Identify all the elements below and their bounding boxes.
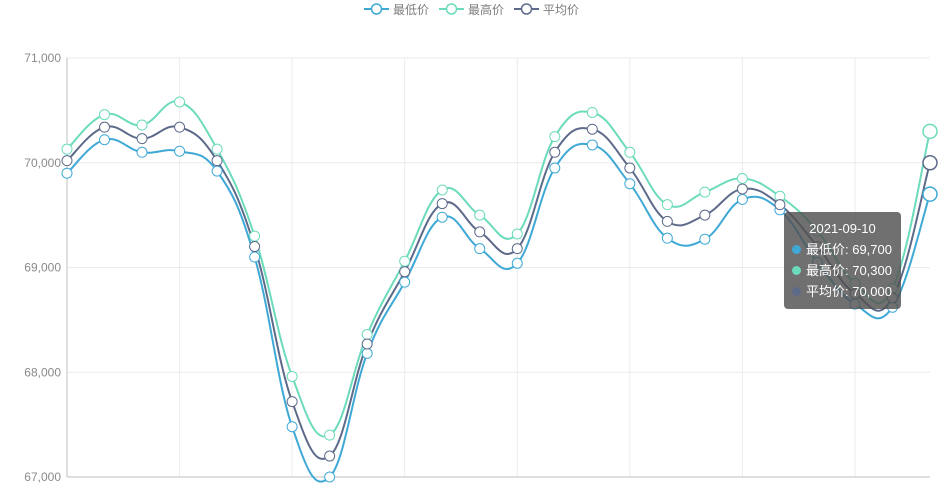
series-0-point-15 bbox=[624, 178, 636, 190]
series-0-point-9 bbox=[399, 276, 411, 288]
y-tick-label-3: 70,000 bbox=[24, 156, 61, 170]
series-1-point-1 bbox=[99, 109, 111, 121]
series-1-point-11 bbox=[474, 209, 486, 221]
series-1-point-13 bbox=[549, 131, 561, 143]
y-tick-label-2: 69,000 bbox=[24, 261, 61, 275]
series-1-point-14 bbox=[586, 106, 598, 118]
chart-tooltip: 2021-09-10 最低价: 69,700 最高价: 70,300 平均价: … bbox=[784, 212, 901, 309]
tooltip-label-avg: 平均价: 70,000 bbox=[806, 284, 892, 299]
series-1-point-16 bbox=[661, 199, 673, 211]
series-0-point-4 bbox=[211, 165, 223, 177]
series-1-point-6 bbox=[286, 370, 298, 382]
legend-item-0[interactable]: 最低价 bbox=[363, 1, 429, 18]
y-tick-label-1: 68,000 bbox=[24, 365, 61, 379]
tooltip-row-low: 最低价: 69,700 bbox=[792, 239, 893, 260]
series-0-point-6 bbox=[286, 421, 298, 433]
series-1-point-5 bbox=[249, 230, 261, 242]
series-1-point-7 bbox=[324, 429, 336, 441]
series-2-point-10 bbox=[436, 198, 448, 210]
series-1-point-23 bbox=[922, 123, 938, 140]
series-2-point-15 bbox=[624, 162, 636, 174]
legend-label-0: 最低价 bbox=[392, 2, 429, 17]
series-line-0 bbox=[66, 137, 931, 483]
tooltip-row-avg: 平均价: 70,000 bbox=[792, 281, 893, 302]
series-0-point-16 bbox=[661, 232, 673, 244]
series-2-point-0 bbox=[61, 155, 73, 167]
series-0-point-3 bbox=[174, 145, 186, 157]
y-tick-label-4: 71,000 bbox=[24, 51, 61, 65]
tooltip-label-high: 最高价: 70,300 bbox=[806, 263, 892, 278]
series-2-point-11 bbox=[474, 226, 486, 238]
legend-line-circle-icon bbox=[514, 3, 539, 15]
series-2-point-1 bbox=[99, 121, 111, 133]
legend-item-1[interactable]: 最高价 bbox=[438, 1, 504, 18]
legend-item-2[interactable]: 平均价 bbox=[514, 1, 579, 18]
series-2-point-6 bbox=[286, 396, 298, 408]
series-0-point-12 bbox=[511, 257, 523, 269]
series-2-point-16 bbox=[661, 215, 673, 227]
series-2-point-9 bbox=[399, 266, 411, 278]
series-0-point-23 bbox=[922, 186, 938, 202]
series-0-point-17 bbox=[699, 233, 711, 245]
chart-legend: 最低价 最高价 平均价 bbox=[0, 0, 943, 18]
series-2-point-17 bbox=[699, 209, 711, 221]
series-2-point-3 bbox=[174, 121, 186, 133]
series-1-point-2 bbox=[136, 119, 148, 131]
series-line-1 bbox=[66, 100, 931, 438]
series-1-point-0 bbox=[61, 143, 73, 155]
series-1-point-18 bbox=[736, 172, 748, 184]
series-1-point-17 bbox=[699, 186, 711, 198]
series-0-point-7 bbox=[324, 471, 336, 483]
series-1-point-15 bbox=[624, 146, 636, 158]
tooltip-label-low: 最低价: 69,700 bbox=[806, 242, 892, 257]
series-2-point-19 bbox=[774, 199, 786, 211]
legend-label-2: 平均价 bbox=[543, 2, 580, 17]
series-2-point-7 bbox=[324, 450, 336, 462]
series-2-point-13 bbox=[549, 146, 561, 158]
series-1-point-12 bbox=[511, 228, 523, 240]
series-2-point-2 bbox=[136, 133, 148, 145]
series-0-point-13 bbox=[549, 162, 561, 174]
tooltip-dot-high bbox=[792, 266, 801, 275]
series-1-point-4 bbox=[211, 143, 223, 155]
series-1-point-9 bbox=[399, 255, 411, 267]
series-0-point-5 bbox=[249, 251, 261, 263]
series-0-point-8 bbox=[361, 347, 373, 359]
tooltip-date: 2021-09-10 bbox=[809, 221, 876, 236]
tooltip-row-high: 最高价: 70,300 bbox=[792, 260, 893, 281]
series-1-point-10 bbox=[436, 184, 448, 196]
series-2-point-5 bbox=[249, 241, 261, 253]
legend-label-1: 最高价 bbox=[467, 2, 504, 17]
series-2-point-14 bbox=[586, 123, 598, 135]
series-1-point-3 bbox=[174, 96, 186, 108]
tooltip-dot-low bbox=[792, 245, 801, 254]
series-2-point-23 bbox=[922, 155, 938, 171]
series-2-point-8 bbox=[361, 338, 373, 350]
tooltip-dot-avg bbox=[792, 287, 801, 296]
legend-line-circle-icon bbox=[438, 3, 464, 15]
series-2-point-18 bbox=[736, 183, 748, 195]
series-0-point-0 bbox=[61, 167, 73, 179]
series-0-point-14 bbox=[586, 139, 598, 151]
series-0-point-11 bbox=[474, 243, 486, 255]
series-0-point-10 bbox=[436, 211, 448, 223]
series-2-point-12 bbox=[511, 243, 523, 255]
series-0-point-2 bbox=[136, 146, 148, 158]
series-0-point-1 bbox=[99, 134, 111, 146]
series-1-point-8 bbox=[361, 329, 373, 341]
series-2-point-4 bbox=[211, 155, 223, 167]
legend-line-circle-icon bbox=[363, 3, 389, 15]
series-0-point-18 bbox=[736, 193, 748, 205]
y-tick-label-0: 67,000 bbox=[24, 470, 61, 484]
